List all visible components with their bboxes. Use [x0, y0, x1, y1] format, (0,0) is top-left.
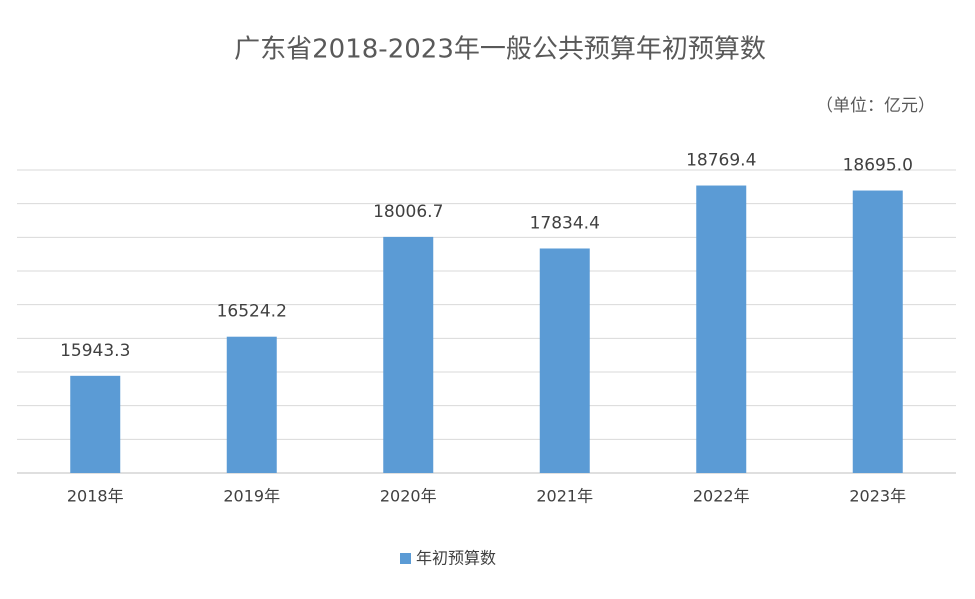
bar	[852, 190, 903, 473]
value-label: 17834.4	[530, 213, 600, 233]
bar	[696, 185, 747, 473]
bar	[383, 236, 434, 473]
value-label: 16524.2	[217, 302, 287, 322]
legend-label: 年初预算数	[416, 549, 496, 568]
x-tick-label: 2022年	[693, 487, 750, 506]
chart-title: 广东省2018-2023年一般公共预算年初预算数	[234, 35, 766, 65]
bar	[539, 248, 590, 473]
value-label: 15943.3	[60, 341, 130, 361]
x-tick-label: 2023年	[849, 487, 906, 506]
value-label: 18006.7	[373, 202, 443, 222]
x-tick-label: 2019年	[223, 487, 280, 506]
value-label: 18695.0	[843, 156, 913, 176]
x-tick-label: 2020年	[380, 487, 437, 506]
value-label: 18769.4	[686, 151, 756, 171]
bar	[226, 336, 277, 473]
unit-label: （单位：亿元）	[816, 96, 935, 116]
bar	[70, 375, 121, 473]
x-tick-label: 2021年	[536, 487, 593, 506]
legend-swatch	[400, 553, 411, 564]
x-tick-label: 2018年	[67, 487, 124, 506]
